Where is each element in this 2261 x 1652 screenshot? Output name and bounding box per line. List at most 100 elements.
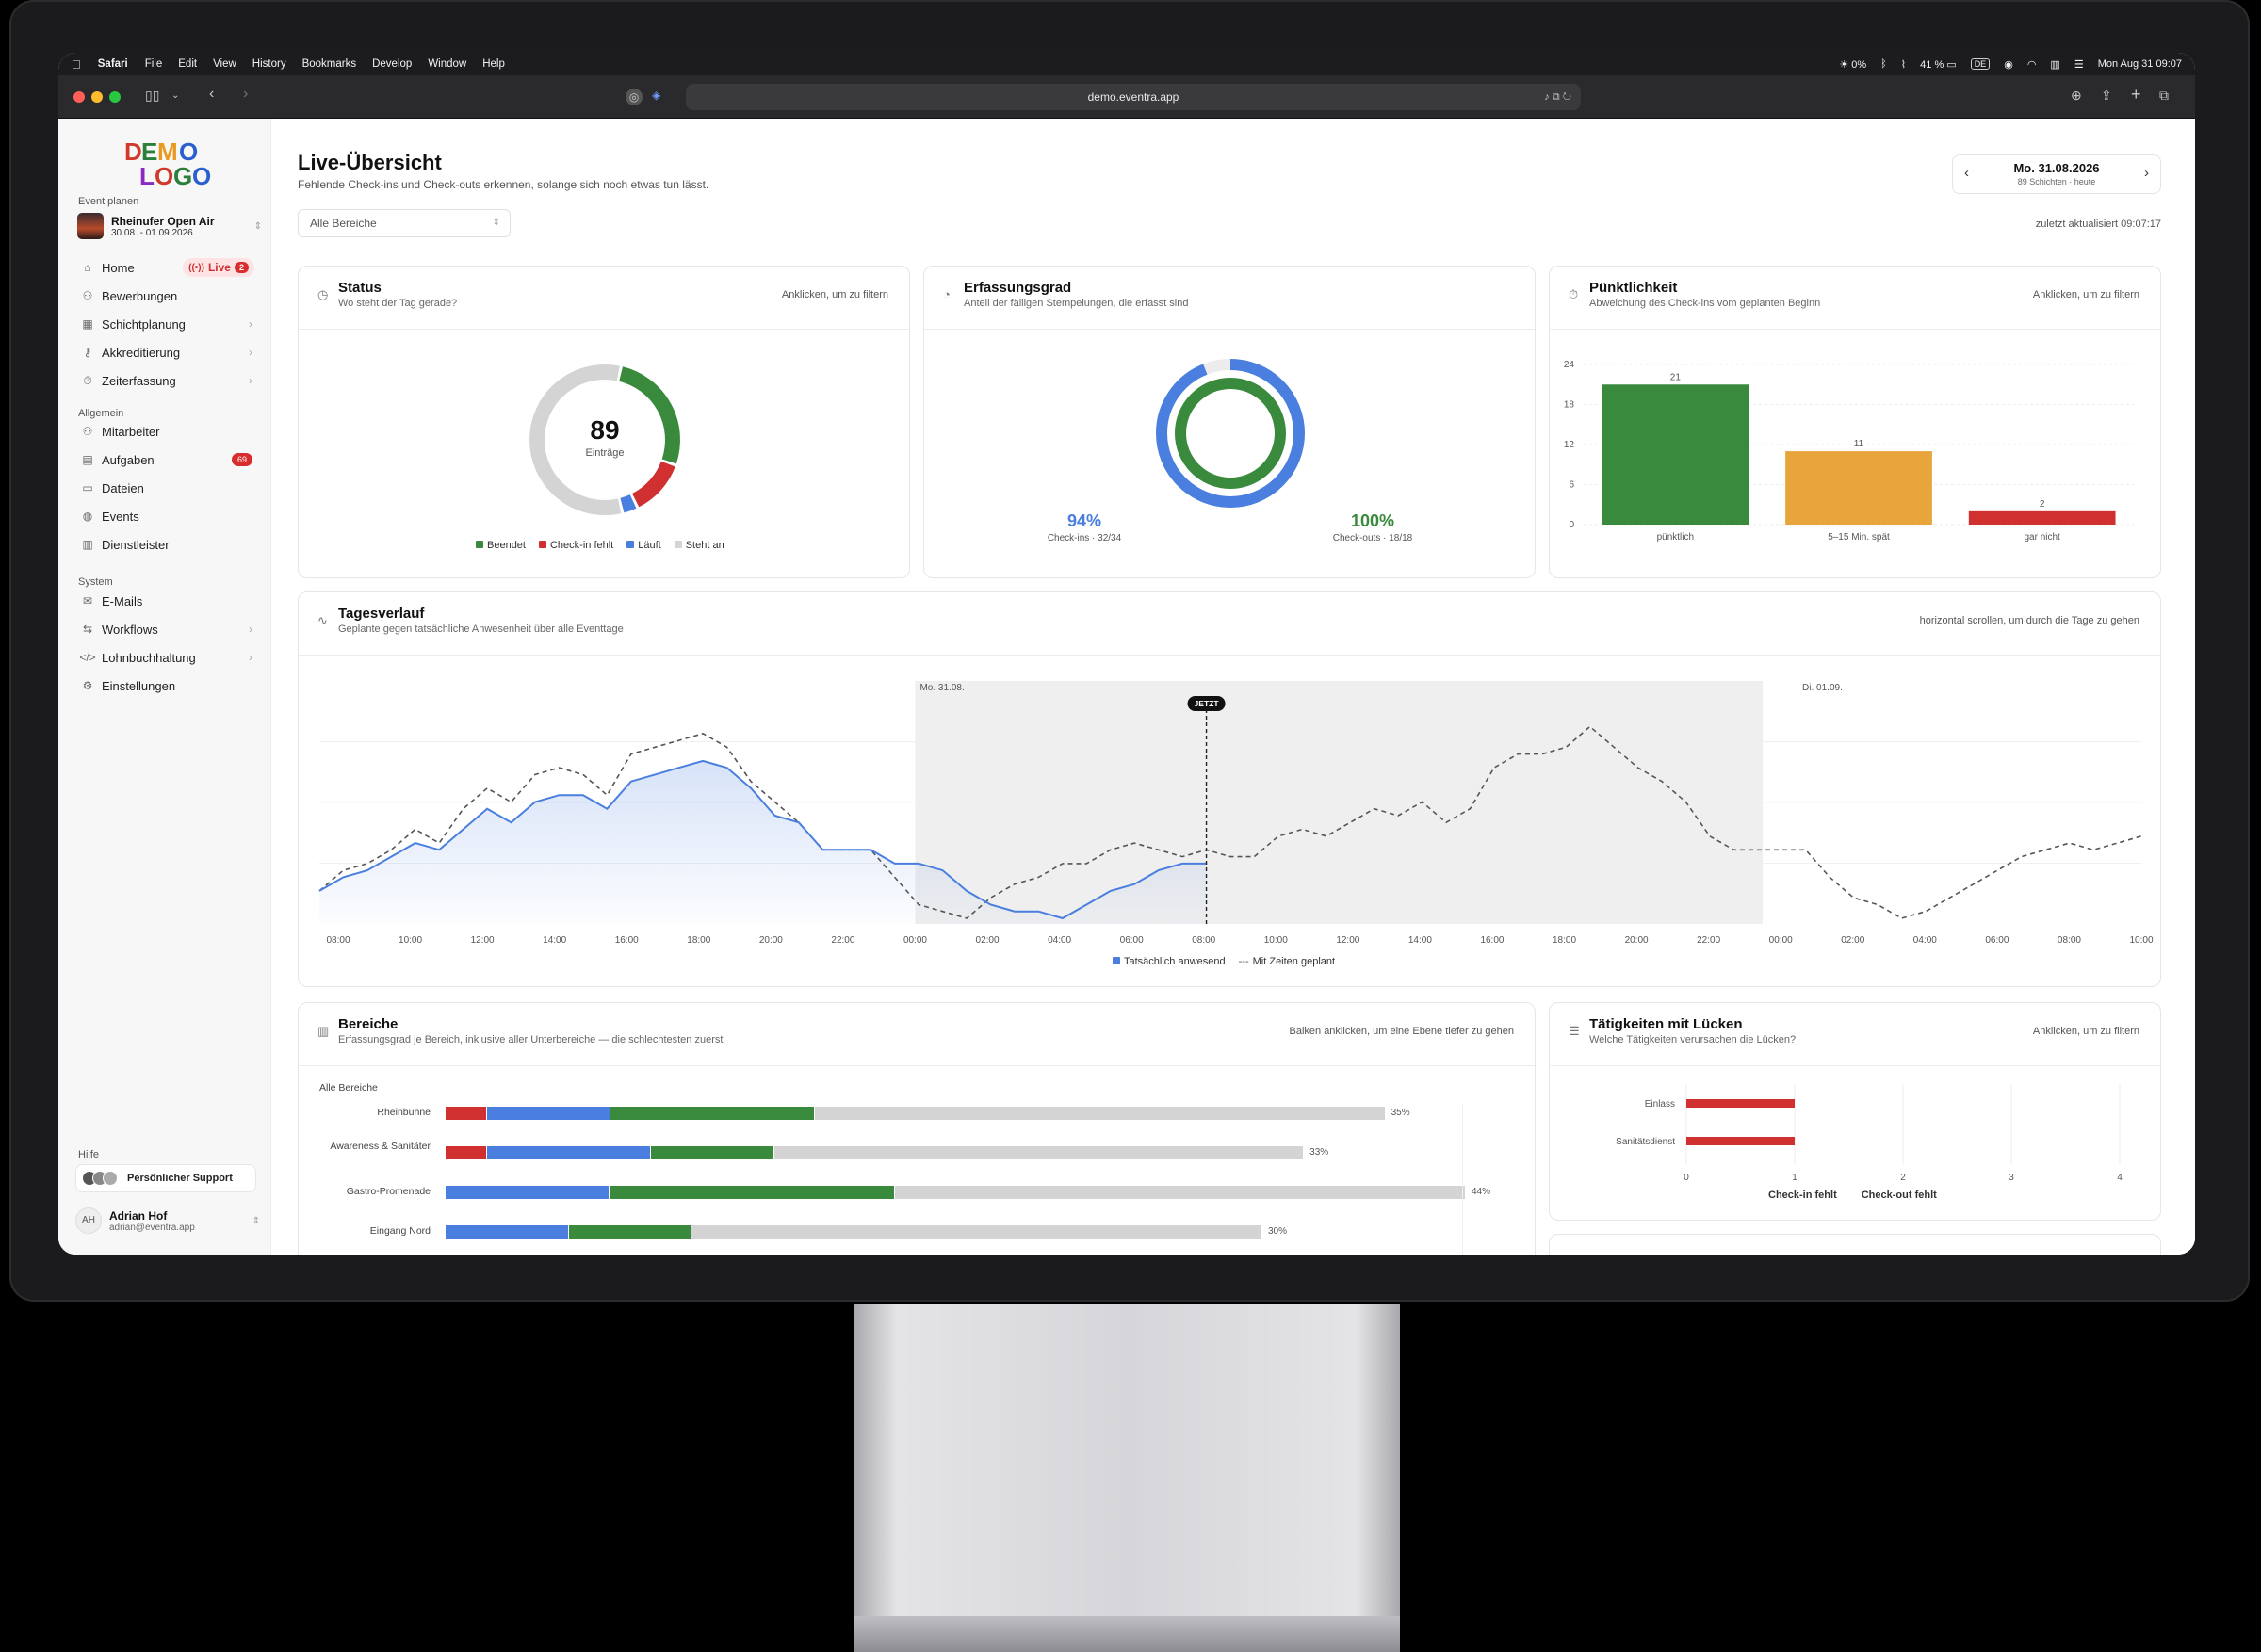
new-tab-icon[interactable]: + (2131, 85, 2141, 104)
address-bar[interactable]: demo.eventra.app ♪ ⧉ ↻ (686, 84, 1581, 110)
menu-app-name[interactable]: Safari (89, 58, 128, 70)
brightness-icon[interactable]: ☀ 0% (1839, 58, 1867, 71)
minimize-window-button[interactable] (91, 91, 103, 103)
area-bar-segment-blue[interactable] (487, 1107, 610, 1120)
menu-item-view[interactable]: View (203, 58, 236, 70)
area-row-bar[interactable]: 44% (446, 1186, 1490, 1199)
sidebar-item-einstellungen[interactable]: ⚙ Einstellungen (72, 672, 260, 699)
download-icon[interactable]: ⊕ (2071, 88, 2082, 103)
record-icon[interactable]: ◉ (2004, 58, 2013, 71)
sidebar-item-emails[interactable]: ✉ E-Mails (72, 588, 260, 614)
area-bar-segment-green[interactable] (650, 1146, 773, 1159)
legend-item-checkin-missing[interactable]: Check-in fehlt (1768, 1190, 1837, 1201)
area-bar-segment-grey[interactable] (691, 1225, 1261, 1239)
areas-breadcrumb[interactable]: Alle Bereiche (319, 1082, 378, 1093)
chevron-down-icon[interactable]: ⌄ (171, 90, 180, 101)
legend-item-checkout-missing[interactable]: Check-out fehlt (1861, 1190, 1937, 1201)
area-bar-segment-green[interactable] (610, 1107, 814, 1120)
coverage-rings-chart[interactable] (1150, 353, 1310, 513)
menu-item-develop[interactable]: Develop (363, 58, 412, 70)
menu-item-file[interactable]: File (135, 58, 163, 70)
area-bar-segment-green[interactable] (568, 1225, 691, 1239)
legend-item-actual[interactable]: Tatsächlich anwesend (1113, 956, 1226, 967)
demo-logo[interactable]: D E M O L O G O (122, 138, 217, 190)
legend-item-beendet[interactable]: Beendet (476, 540, 526, 551)
chevron-right-icon: › (249, 374, 252, 387)
sidebar-item-label: Aufgaben (102, 452, 155, 467)
monitor-stand-foot (854, 1616, 1400, 1652)
zoom-window-button[interactable] (109, 91, 121, 103)
punctuality-bar-chart[interactable]: 0 6 12 18 24 21 pünktlich 11 5–15 Min. spät 2 gar … (1550, 351, 2153, 568)
user-menu[interactable]: AH Adrian Hof adrian@eventra.app ⇕ (75, 1202, 260, 1239)
last-updated: zuletzt aktualisiert 09:07:17 (2035, 219, 2161, 230)
event-switcher[interactable]: Rheinufer Open Air 30.08. - 01.09.2026 ⇕ (77, 209, 262, 243)
sidebar-item-akkreditierung[interactable]: ⚷ Akkreditierung › (72, 339, 260, 365)
area-bar-segment-blue[interactable] (446, 1225, 568, 1239)
area-bar-segment-grey[interactable] (814, 1107, 1385, 1120)
prev-day-button[interactable]: ‹ (1964, 165, 1969, 181)
x-tick-label: gar nicht (2024, 532, 2060, 543)
antenna-icon[interactable]: ⌇ (1900, 58, 1907, 71)
status-donut-chart[interactable] (520, 355, 690, 525)
sidebar-item-bewerbungen[interactable]: ⚇ Bewerbungen (72, 283, 260, 309)
apple-icon[interactable]:  (72, 57, 81, 72)
sidebar-item-lohnbuchhaltung[interactable]: </> Lohnbuchhaltung › (72, 644, 260, 671)
battery-status[interactable]: 41 % ▭ (1920, 58, 1957, 71)
stats-icon[interactable]: ▥ (2050, 58, 2060, 71)
menu-item-help[interactable]: Help (473, 58, 505, 70)
live-pill[interactable]: ((•)) Live 2 (183, 258, 254, 277)
input-source[interactable]: DE (1970, 58, 1991, 70)
area-bar-segment-red[interactable] (446, 1146, 487, 1159)
area-row-bar[interactable]: 33% (446, 1146, 1328, 1159)
area-bar-segment-blue[interactable] (487, 1146, 650, 1159)
area-row-bar[interactable]: 30% (446, 1225, 1287, 1239)
current-date[interactable]: Mo. 31.08.2026 (2013, 161, 2100, 175)
clock[interactable]: Mon Aug 31 09:07 (2097, 58, 2182, 70)
sidebar-item-dienstleister[interactable]: ▥ Dienstleister (72, 531, 260, 558)
menu-item-history[interactable]: History (243, 58, 286, 70)
area-filter-select[interactable]: Alle Bereiche ⇕ (298, 209, 511, 237)
sidebar-item-aufgaben[interactable]: ▤ Aufgaben 69 (72, 446, 260, 473)
close-window-button[interactable] (73, 91, 85, 103)
share-icon[interactable]: ⇪ (2101, 88, 2112, 103)
menu-item-window[interactable]: Window (418, 58, 466, 70)
sidebar-item-workflows[interactable]: ⇆ Workflows › (72, 616, 260, 642)
timeline-area-chart[interactable]: Mo. 31.08. Di. 01.09. 08:00 10:00 12:00 14:00… (299, 668, 2161, 950)
area-row-bar[interactable]: 35% (446, 1107, 1410, 1120)
area-bar-segment-green[interactable] (609, 1186, 895, 1199)
sidebar-item-events[interactable]: ◍ Events (72, 503, 260, 529)
sidebar-toggle-icon[interactable]: ▯▯ (145, 88, 160, 103)
legend-item-steht-an[interactable]: Steht an (674, 540, 724, 551)
user-name: Adrian Hof (109, 1208, 168, 1223)
sidebar-item-label: Akkreditierung (102, 345, 181, 360)
tabs-overview-icon[interactable]: ⧉ (2159, 88, 2169, 103)
sidebar-item-home[interactable]: ⌂ Home ((•)) Live 2 (72, 254, 260, 281)
support-button[interactable]: Persönlicher Support (75, 1164, 256, 1192)
x-tick-label: 04:00 (1048, 935, 1071, 946)
forward-icon[interactable]: › (243, 86, 249, 102)
area-bar-segment-grey[interactable] (773, 1146, 1304, 1159)
building-icon: ▥ (317, 1024, 330, 1038)
back-icon[interactable]: ‹ (209, 86, 215, 102)
wifi-icon[interactable]: ◠ (2026, 58, 2037, 71)
next-day-button[interactable]: › (2144, 165, 2149, 181)
extension-2-icon[interactable]: ◈ (652, 89, 661, 102)
sidebar-item-schichtplanung[interactable]: ▦ Schichtplanung › (72, 311, 260, 337)
control-center-icon[interactable]: ☰ (2074, 58, 2084, 71)
bluetooth-icon[interactable]: ᛒ (1880, 58, 1887, 70)
area-bar-segment-blue[interactable] (446, 1186, 609, 1199)
sidebar-item-zeiterfassung[interactable]: ⏱ Zeiterfassung › (72, 367, 260, 394)
gaps-bar-chart[interactable]: 0 1 2 3 4 Einlass Sanitätsdienst (1550, 1082, 2153, 1186)
sidebar-item-dateien[interactable]: ▭ Dateien (72, 475, 260, 501)
legend-item-planned[interactable]: ‐‐‐ Mit Zeiten geplant (1239, 956, 1335, 967)
section-general-label: Allgemein (78, 408, 124, 419)
extension-icon[interactable]: ◎ (626, 89, 643, 105)
sidebar-item-mitarbeiter[interactable]: ⚇ Mitarbeiter (72, 418, 260, 445)
area-bar-segment-red[interactable] (446, 1107, 487, 1120)
area-bar-segment-grey[interactable] (895, 1186, 1465, 1199)
legend-item-laeuft[interactable]: Läuft (626, 540, 661, 551)
menu-item-bookmarks[interactable]: Bookmarks (292, 58, 357, 70)
menu-item-edit[interactable]: Edit (169, 58, 197, 70)
legend-item-checkin-fehlt[interactable]: Check-in fehlt (538, 540, 613, 551)
reload-icon[interactable]: ♪ ⧉ ↻ (1544, 91, 1571, 103)
